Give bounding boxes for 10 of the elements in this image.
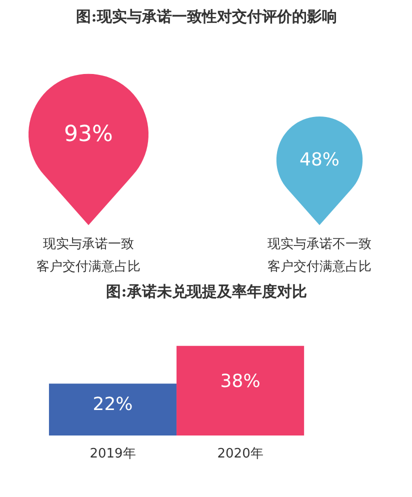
data-label: 38%	[220, 371, 260, 392]
data-label: 93%	[64, 122, 113, 147]
data-label: 22%	[92, 394, 133, 415]
category-label: 现实与承诺一致客户交付满意占比	[36, 237, 140, 275]
chart-title: 图:承诺未兑现提及率年度对比	[106, 282, 307, 300]
x-tick-label: 2019年	[90, 446, 136, 462]
category-label: 现实与承诺不一致客户交付满意占比	[268, 237, 372, 275]
data-label: 48%	[299, 149, 340, 170]
text: 图:现实与承诺一致性对交付评价的影响	[76, 8, 337, 26]
x-tick-label: 2020年	[217, 446, 264, 462]
